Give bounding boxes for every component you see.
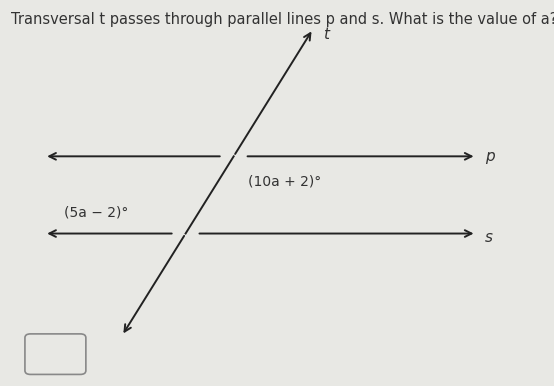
Text: (10a + 2)°: (10a + 2)° (248, 174, 321, 188)
Text: s: s (485, 230, 493, 245)
Text: p: p (485, 149, 494, 164)
Text: t: t (323, 27, 329, 42)
Text: (5a − 2)°: (5a − 2)° (64, 205, 128, 219)
Text: Transversal t passes through parallel lines p and s. What is the value of a?: Transversal t passes through parallel li… (11, 12, 554, 27)
FancyBboxPatch shape (25, 334, 86, 374)
